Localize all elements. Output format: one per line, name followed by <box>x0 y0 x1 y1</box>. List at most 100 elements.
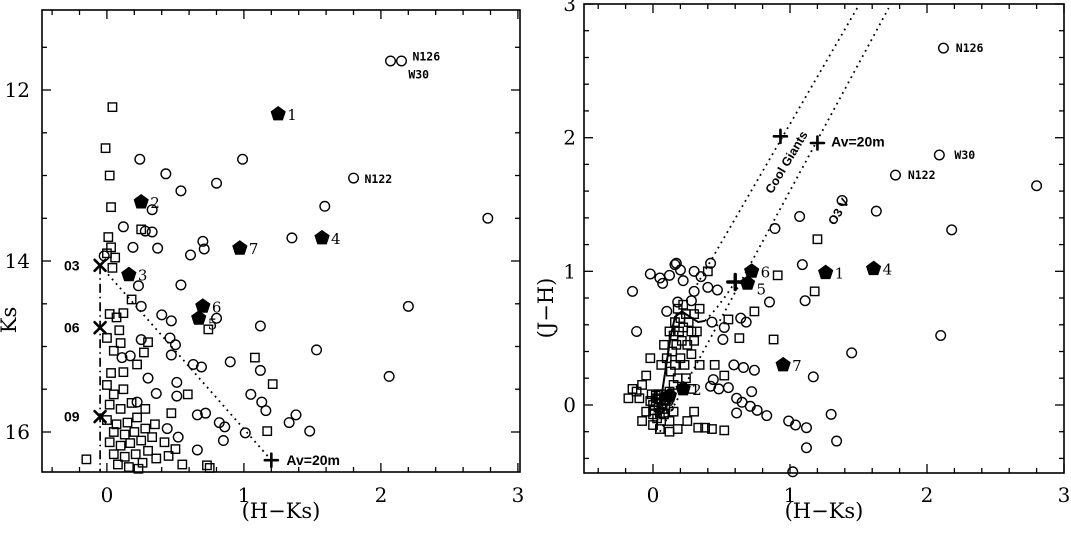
label-av20m: Av=20m <box>831 134 885 150</box>
open-square-marker <box>768 334 779 345</box>
open-square-marker <box>140 423 151 434</box>
open-square-marker <box>623 393 634 404</box>
open-square-marker <box>126 398 137 408</box>
open-circle-marker <box>142 372 154 384</box>
open-square-marker <box>678 299 689 310</box>
open-circle-marker <box>751 404 763 416</box>
open-circle-marker <box>211 177 223 189</box>
x-tick-label: 0 <box>647 483 660 507</box>
open-square-marker <box>723 314 734 325</box>
open-square-marker <box>108 345 119 356</box>
label-w30: W30 <box>954 148 975 162</box>
pentagon-number-label: 2 <box>692 381 702 399</box>
open-square-marker <box>123 462 134 472</box>
open-square-marker <box>108 427 119 437</box>
open-circle-marker <box>383 370 395 382</box>
open-square-marker <box>637 416 647 426</box>
open-square-marker <box>656 359 667 370</box>
open-square-marker <box>250 352 260 363</box>
open-square-marker <box>110 252 121 263</box>
open-circle-marker <box>761 410 773 422</box>
open-square-marker <box>147 432 158 443</box>
x-tick-label: 0 <box>101 483 114 507</box>
open-square-marker <box>118 384 129 395</box>
open-square-marker <box>115 404 126 414</box>
open-square-marker <box>700 422 710 433</box>
pentagon-number-label: 4 <box>883 261 893 279</box>
open-circle-marker <box>256 396 268 408</box>
open-circle-marker <box>800 442 812 454</box>
pentagon-number-label: 2 <box>150 194 160 212</box>
open-square-marker <box>104 399 115 410</box>
pentagon-number-label: 6 <box>761 263 771 281</box>
filled-pentagon-marker <box>232 240 248 255</box>
open-circle-marker <box>160 168 172 180</box>
open-circle-marker <box>669 259 681 271</box>
filled-pentagon-marker <box>775 356 791 372</box>
open-circle-marker <box>769 223 781 235</box>
open-circle-marker <box>385 55 397 67</box>
open-circle-marker <box>713 383 725 395</box>
open-square-marker <box>104 309 115 319</box>
open-circle-marker <box>763 296 775 308</box>
open-square-marker <box>103 232 114 242</box>
open-circle-marker <box>116 352 128 364</box>
open-circle-marker <box>831 435 843 447</box>
open-circle-marker <box>191 444 203 456</box>
open-circle-marker <box>165 349 177 361</box>
pentagon-number-label: 3 <box>138 267 148 285</box>
open-square-marker <box>627 384 638 394</box>
open-circle-marker <box>175 185 187 197</box>
open-circle-marker <box>688 285 700 297</box>
y-tick-label: 12 <box>5 78 30 102</box>
filled-pentagon-marker <box>675 380 691 396</box>
open-square-marker <box>139 347 149 358</box>
open-circle-marker <box>195 361 207 373</box>
open-circle-marker <box>626 285 638 297</box>
open-square-marker <box>100 143 111 154</box>
open-circle-marker <box>132 280 144 292</box>
open-circle-marker <box>245 388 257 400</box>
open-square-marker <box>681 373 691 384</box>
open-circle-marker <box>702 281 714 293</box>
open-square-marker <box>664 426 675 437</box>
open-circle-marker <box>395 55 407 67</box>
x-marker <box>93 320 107 335</box>
open-circle-marker <box>124 350 136 362</box>
open-square-marker <box>702 266 713 277</box>
open-circle-marker <box>644 268 656 280</box>
open-circle-marker <box>746 386 758 398</box>
filled-pentagon-marker <box>191 310 207 325</box>
open-circle-marker <box>794 211 806 223</box>
open-square-marker <box>166 408 177 419</box>
pentagon-number-label: 5 <box>208 315 218 333</box>
x-marker <box>93 409 107 424</box>
open-circle-marker <box>135 300 147 312</box>
open-circle-marker <box>135 334 147 346</box>
pentagon-number-label: 3 <box>665 398 675 416</box>
open-square-marker <box>645 396 656 406</box>
open-square-marker <box>140 404 151 414</box>
open-circle-marker <box>937 42 949 54</box>
open-square-marker <box>645 353 656 364</box>
open-square-marker <box>641 406 652 417</box>
open-square-marker <box>111 419 122 430</box>
filled-pentagon-marker <box>818 264 834 280</box>
open-square-marker <box>114 325 125 336</box>
open-circle-marker <box>695 271 707 283</box>
open-circle-marker <box>260 405 272 417</box>
open-circle-marker <box>790 419 802 431</box>
open-square-marker <box>119 429 130 440</box>
open-square-marker <box>203 324 214 335</box>
open-square-marker <box>809 286 820 297</box>
label-o3v: O3 V <box>825 195 852 227</box>
open-circle-marker <box>890 169 902 181</box>
open-circle-marker <box>706 316 718 328</box>
open-square-marker <box>202 460 212 471</box>
open-circle-marker <box>688 265 700 277</box>
open-circle-marker <box>661 305 673 317</box>
open-circle-marker <box>672 296 684 308</box>
open-circle-marker <box>217 435 229 447</box>
open-square-marker <box>177 459 188 470</box>
